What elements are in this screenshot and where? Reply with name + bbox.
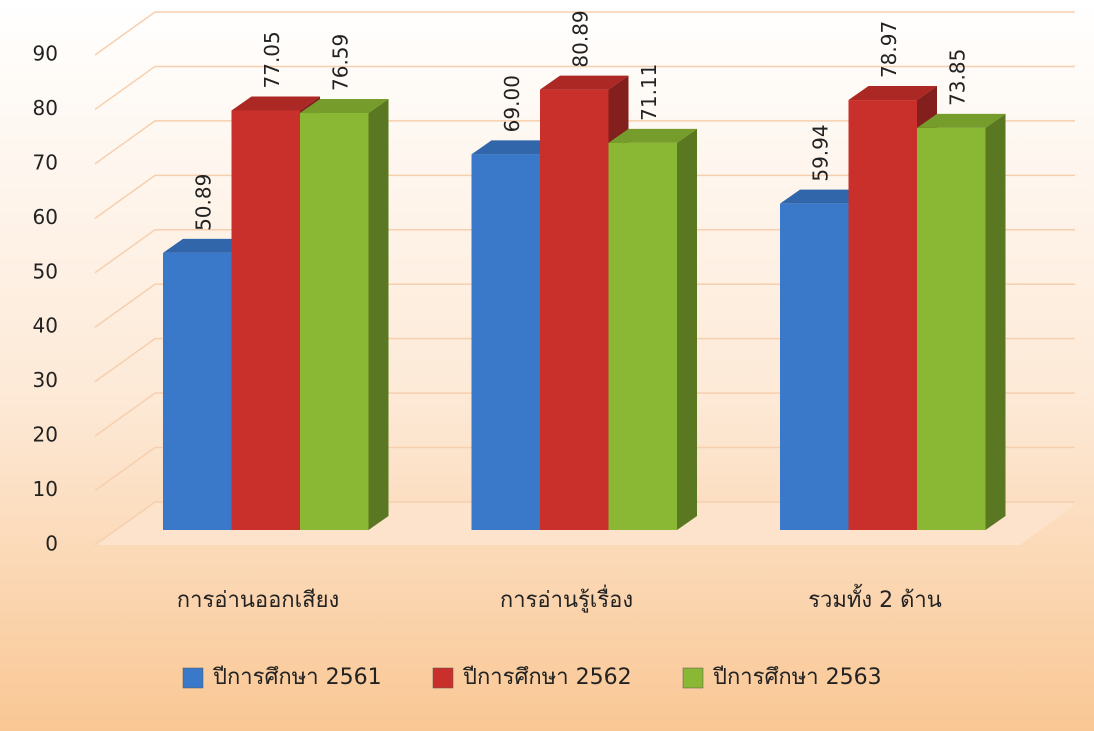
bar-top bbox=[300, 99, 389, 114]
bar bbox=[608, 142, 677, 530]
grid-line bbox=[94, 229, 1075, 274]
bar-side-shade bbox=[677, 128, 697, 530]
y-tick-label: 80 bbox=[33, 96, 58, 120]
bar-top bbox=[163, 238, 252, 253]
bar-top-shade bbox=[471, 140, 560, 155]
bar-top-shade bbox=[917, 113, 1006, 128]
bar-top bbox=[471, 140, 560, 155]
y-tick-label: 60 bbox=[33, 205, 58, 229]
x-tick-label: การอ่านรู้เรื่อง bbox=[500, 584, 633, 613]
grid-line bbox=[94, 501, 1075, 546]
bar-top bbox=[848, 86, 937, 101]
grid-line bbox=[94, 65, 1075, 111]
x-tick-label: การอ่านออกเสียง bbox=[177, 588, 339, 613]
bar-top-shade bbox=[231, 96, 320, 111]
bar-side bbox=[368, 99, 389, 530]
bar bbox=[231, 110, 300, 530]
value-label: 71.11 bbox=[637, 64, 661, 121]
grid-line bbox=[94, 283, 1075, 328]
grid-line bbox=[94, 392, 1075, 437]
bar bbox=[540, 89, 609, 531]
grid-line bbox=[94, 174, 1075, 219]
y-tick-label: 0 bbox=[45, 532, 58, 556]
bar-side-shade bbox=[368, 99, 389, 530]
value-label: 80.89 bbox=[569, 10, 593, 67]
value-label: 59.94 bbox=[809, 124, 833, 181]
y-tick-label: 10 bbox=[33, 477, 58, 501]
legend-label: ปีการศึกษา 2563 bbox=[712, 665, 882, 690]
value-label: 69.00 bbox=[500, 75, 524, 132]
bar-top-shade bbox=[540, 75, 629, 90]
bar-top bbox=[780, 189, 869, 204]
bar-top-shade bbox=[848, 86, 937, 101]
grid-line bbox=[94, 446, 1075, 492]
value-label: 77.05 bbox=[260, 31, 284, 88]
legend-swatch bbox=[682, 667, 704, 689]
y-tick-label: 40 bbox=[33, 314, 58, 338]
bar bbox=[780, 203, 849, 530]
bar-side bbox=[677, 128, 697, 530]
bar-top bbox=[231, 96, 320, 111]
y-tick-label: 70 bbox=[33, 150, 58, 174]
grid-line bbox=[94, 337, 1075, 383]
bar-top bbox=[608, 128, 697, 143]
value-label: 50.89 bbox=[192, 174, 216, 231]
grid-line bbox=[94, 11, 1075, 56]
legend-swatch bbox=[182, 667, 204, 689]
bar-top-shade bbox=[163, 238, 252, 253]
bar bbox=[163, 252, 232, 530]
legend-label: ปีการศึกษา 2562 bbox=[462, 665, 632, 690]
bar-top-shade bbox=[608, 128, 697, 143]
bar-top bbox=[917, 113, 1006, 128]
bar bbox=[300, 113, 369, 530]
bar bbox=[848, 100, 917, 531]
bar-side bbox=[985, 113, 1006, 530]
y-tick-label: 90 bbox=[33, 42, 58, 66]
legend-swatch bbox=[432, 667, 454, 689]
y-tick-label: 20 bbox=[33, 423, 58, 447]
value-label: 78.97 bbox=[877, 21, 901, 78]
value-label: 76.59 bbox=[329, 34, 353, 91]
y-tick-label: 30 bbox=[33, 368, 58, 392]
legend-label: ปีการศึกษา 2561 bbox=[212, 665, 382, 690]
bar-top-shade bbox=[780, 189, 869, 204]
value-label: 73.85 bbox=[946, 49, 970, 106]
y-tick-label: 50 bbox=[33, 259, 58, 283]
x-tick-label: รวมทั้ง 2 ด้าน bbox=[808, 584, 942, 613]
bar bbox=[917, 127, 986, 530]
bar bbox=[471, 154, 540, 531]
grid-line bbox=[94, 120, 1075, 165]
bar-top bbox=[540, 75, 629, 90]
bar-top-shade bbox=[300, 99, 389, 114]
bar-side-shade bbox=[985, 113, 1006, 530]
